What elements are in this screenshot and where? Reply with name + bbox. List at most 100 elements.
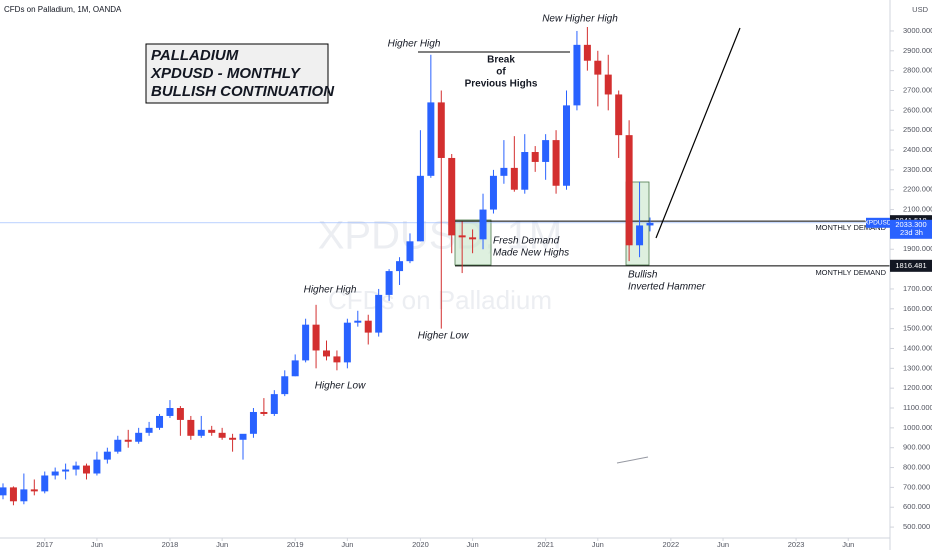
candle-body — [41, 475, 49, 492]
candle-body — [72, 465, 80, 470]
candle-body — [396, 261, 404, 272]
y-tick-label: 1300.000 — [903, 363, 932, 372]
level-label: MONTHLY DEMAND — [815, 268, 886, 277]
y-tick-label: 2100.000 — [903, 205, 932, 214]
candle-body — [354, 320, 362, 323]
x-tick-label: Jun — [341, 540, 353, 549]
candle-body — [187, 419, 195, 436]
y-tick-label: 3000.000 — [903, 26, 932, 35]
candle-body — [583, 44, 591, 61]
x-tick-label: Jun — [467, 540, 479, 549]
y-tick-label: 800.000 — [903, 463, 930, 472]
y-tick-label: 600.000 — [903, 502, 930, 511]
x-tick-label: 2019 — [287, 540, 304, 549]
candle-body — [343, 322, 351, 363]
annotation: Break — [487, 55, 515, 66]
candle-body — [208, 429, 216, 433]
x-tick-label: Jun — [842, 540, 854, 549]
candle-body — [9, 487, 17, 502]
y-tick-label: 1700.000 — [903, 284, 932, 293]
candle-body — [270, 394, 278, 414]
candle-body — [427, 102, 435, 176]
last-price-label: 2033.300 — [895, 220, 926, 229]
candle-body — [239, 433, 247, 440]
candle-body — [458, 235, 466, 238]
candle-body — [563, 105, 571, 186]
x-tick-label: 2022 — [663, 540, 680, 549]
candle-body — [521, 152, 529, 190]
y-tick-label: 1500.000 — [903, 324, 932, 333]
y-tick-label: 1400.000 — [903, 343, 932, 352]
annotation: Previous Highs — [465, 79, 538, 90]
annotation: Higher Low — [315, 381, 366, 392]
candle-body — [594, 60, 602, 75]
x-tick-label: 2017 — [36, 540, 53, 549]
candle-body — [103, 451, 111, 460]
y-tick-label: 2900.000 — [903, 46, 932, 55]
symbol-tag-label: XPDUSD — [864, 220, 891, 227]
candle-body — [531, 152, 539, 162]
level-tag — [890, 259, 932, 272]
note-box — [145, 43, 329, 104]
y-tick-label: 1100.000 — [903, 403, 932, 412]
annotation: Inverted Hammer — [628, 282, 706, 293]
candle-body — [364, 320, 372, 333]
annotation: Higher Low — [418, 331, 469, 342]
y-tick-label: 1600.000 — [903, 304, 932, 313]
x-tick-label: Jun — [91, 540, 103, 549]
annotations: PALLADIUM XPDUSD - MONTHLY BULLISH CONTI… — [145, 14, 741, 464]
y-tick-label: 500.000 — [903, 522, 930, 531]
candle-body — [604, 74, 612, 95]
candle-body — [291, 360, 299, 377]
y-tick-label: 900.000 — [903, 443, 930, 452]
candle-body — [82, 465, 90, 474]
annotation: Made New Highs — [493, 248, 569, 259]
candle-body — [114, 439, 122, 452]
candle-body — [281, 376, 289, 395]
stray-line — [616, 456, 649, 464]
candle-body — [30, 489, 38, 492]
x-tick-label: Jun — [717, 540, 729, 549]
y-tick-label: 2400.000 — [903, 145, 932, 154]
y-tick-label: 1900.000 — [903, 244, 932, 253]
candle-body — [197, 429, 205, 436]
chart-title: CFDs on Palladium, 1M, OANDA — [4, 5, 122, 14]
candle-body — [636, 225, 644, 246]
candle-body — [145, 427, 153, 433]
candle-body — [229, 437, 237, 440]
x-tick-label: 2023 — [788, 540, 805, 549]
y-tick-label: 1000.000 — [903, 423, 932, 432]
annotation: Higher High — [304, 285, 357, 296]
candle-body — [406, 241, 414, 262]
candle-body — [20, 489, 28, 502]
candle-body — [333, 356, 341, 363]
candle-body — [302, 324, 310, 361]
candle-body — [176, 408, 184, 420]
annotation: Bullish — [628, 270, 658, 281]
symbol-tag — [866, 217, 890, 228]
candle-body — [625, 135, 633, 246]
candle-body — [124, 439, 132, 442]
candle-body — [510, 167, 518, 190]
candle-body — [218, 432, 226, 438]
candle-body — [500, 167, 508, 176]
candles — [0, 26, 654, 506]
candle-body — [260, 411, 268, 414]
annotation: Fresh Demand — [493, 236, 560, 247]
note-line: PALLADIUM — [151, 47, 239, 64]
level-label: MONTHLY DEMAND — [815, 223, 886, 232]
candle-body — [615, 94, 623, 136]
y-tick-label: 1200.000 — [903, 383, 932, 392]
candle-body — [416, 175, 424, 242]
candle-body — [249, 411, 257, 434]
countdown: 23d 3h — [900, 228, 923, 237]
candle-body — [322, 350, 330, 357]
annotation: Higher High — [388, 39, 441, 50]
x-tick-label: Jun — [592, 540, 604, 549]
candle-body — [62, 469, 70, 472]
candle-body — [573, 44, 581, 106]
candle-body — [385, 271, 393, 295]
y-tick-label: 2600.000 — [903, 105, 932, 114]
y-tick-label: 2200.000 — [903, 185, 932, 194]
